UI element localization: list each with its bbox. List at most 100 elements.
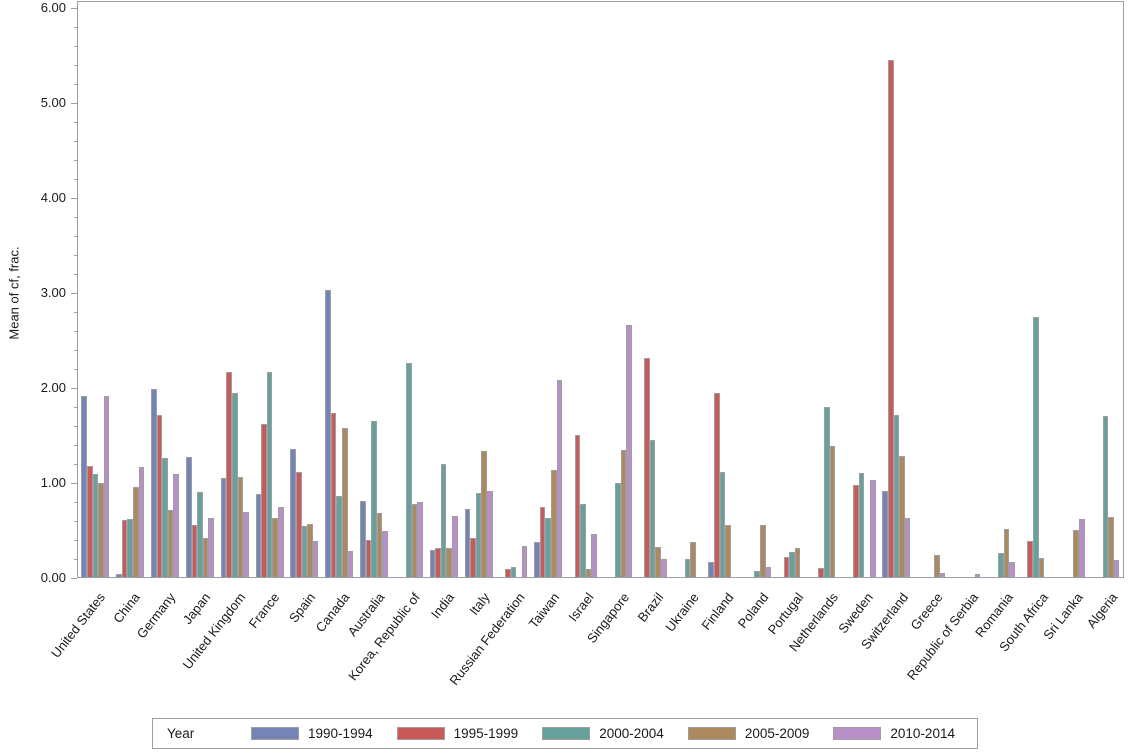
y-tick-label: 3.00 — [40, 285, 66, 300]
y-minor-tick — [74, 45, 77, 47]
bar — [1038, 558, 1045, 577]
bar — [649, 440, 656, 577]
bar — [92, 474, 99, 577]
legend-title: Year — [167, 726, 195, 741]
bar — [550, 470, 557, 577]
y-minor-tick — [74, 501, 77, 503]
bar — [277, 507, 284, 577]
bar — [237, 477, 244, 577]
bar — [725, 525, 731, 577]
legend-swatch-icon — [396, 727, 445, 740]
legend: Year 1990-1994 1995-1999 2000-2004 2005-200… — [152, 718, 978, 749]
bar — [870, 480, 876, 577]
y-major-tick — [71, 292, 77, 294]
x-tick-label: Brazil — [634, 589, 667, 625]
bar — [754, 571, 760, 577]
bar — [853, 485, 859, 577]
bar-groups — [78, 2, 1123, 577]
bar — [191, 525, 198, 577]
y-minor-tick — [74, 121, 77, 123]
bar-group-finland — [705, 2, 740, 577]
bar — [347, 551, 354, 577]
bar — [226, 372, 232, 577]
bar — [255, 494, 262, 577]
y-minor-tick — [74, 178, 77, 180]
bar — [1113, 560, 1120, 577]
bar — [342, 428, 348, 577]
bar — [1009, 562, 1015, 577]
bar — [765, 567, 772, 577]
bar-group-japan — [182, 2, 217, 577]
bar-group-germany — [148, 2, 183, 577]
bar — [133, 487, 139, 577]
x-tick-label: Republic of Serbia — [903, 589, 981, 683]
bar-group-france — [252, 2, 287, 577]
bar — [464, 509, 471, 577]
bar — [151, 389, 157, 577]
y-tick-label: 4.00 — [40, 190, 66, 205]
bar — [382, 531, 389, 577]
legend-entry: 1995-1999 — [396, 726, 519, 741]
bar — [1027, 541, 1033, 577]
bar-group-algeria — [1088, 2, 1123, 577]
bar — [312, 541, 319, 577]
x-tick-label: France — [246, 589, 283, 632]
bar — [429, 550, 436, 577]
x-tick-label: Israel — [565, 589, 597, 625]
bar — [446, 548, 453, 577]
bar-group-brazil — [635, 2, 670, 577]
bar — [261, 424, 267, 577]
bar — [899, 456, 905, 577]
bar — [521, 546, 528, 577]
x-tick-label: United States — [48, 589, 109, 661]
bar — [81, 396, 88, 577]
y-minor-tick — [74, 539, 77, 541]
bar — [574, 435, 581, 577]
y-minor-tick — [74, 140, 77, 142]
bar-group-canada — [322, 2, 357, 577]
bar-group-romania — [984, 2, 1019, 577]
bar — [272, 518, 278, 577]
y-major-tick — [71, 102, 77, 104]
x-tick-label: Japan — [179, 589, 214, 628]
legend-swatch-icon — [687, 727, 736, 740]
y-tick-label: 5.00 — [40, 95, 66, 110]
bar — [661, 559, 667, 577]
bar — [376, 513, 383, 577]
plot-area — [77, 1, 1124, 578]
bar — [882, 491, 889, 577]
y-minor-tick — [74, 349, 77, 351]
bar — [939, 573, 946, 577]
y-minor-tick — [74, 558, 77, 560]
bar-group-italy — [461, 2, 496, 577]
bar-group-sri-lanka — [1053, 2, 1088, 577]
legend-entry: 2005-2009 — [687, 726, 809, 741]
bar — [435, 548, 441, 577]
legend-entry: 1990-1994 — [251, 726, 373, 741]
bar — [481, 451, 487, 577]
bar — [406, 363, 412, 577]
bar — [138, 467, 145, 577]
bar — [620, 450, 627, 577]
legend-swatch-icon — [833, 727, 882, 740]
x-tick-label: China — [110, 589, 144, 626]
bar — [371, 421, 377, 577]
legend-label: 1995-1999 — [453, 726, 519, 741]
bar — [580, 504, 586, 577]
bar — [156, 415, 163, 577]
y-minor-tick — [74, 273, 77, 275]
bar — [336, 496, 342, 577]
bar-group-korea-republic-of — [391, 2, 426, 577]
y-minor-tick — [74, 444, 77, 446]
bar — [783, 557, 790, 577]
y-major-tick — [71, 197, 77, 199]
legend-entry: 2010-2014 — [833, 726, 955, 741]
x-tick-label: Italy — [465, 589, 493, 618]
y-minor-tick — [74, 368, 77, 370]
bar — [173, 474, 180, 577]
bar-group-portugal — [775, 2, 810, 577]
bar — [330, 413, 337, 577]
bar — [708, 562, 714, 577]
legend-label: 2010-2014 — [890, 726, 955, 741]
y-minor-tick — [74, 254, 77, 256]
